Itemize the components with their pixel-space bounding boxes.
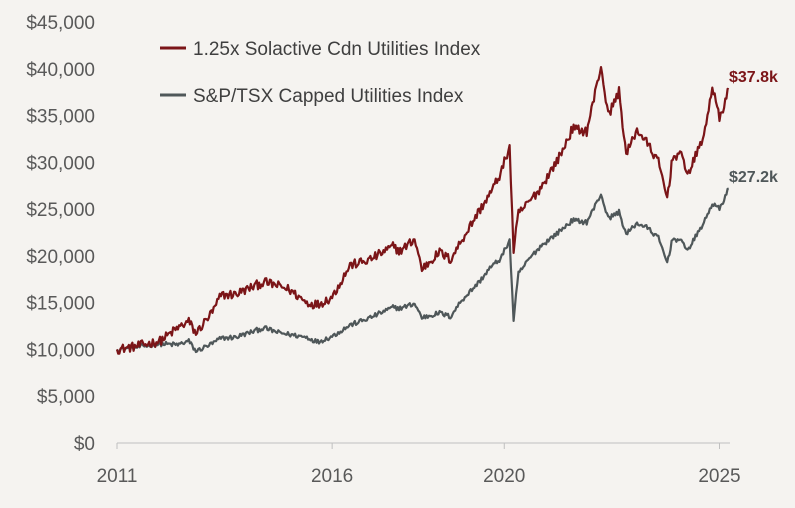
y-tick-label: $25,000 <box>26 200 95 221</box>
legend-label-tsx: S&P/TSX Capped Utilities Index <box>193 86 464 107</box>
x-axis: 2011 2016 2020 2025 <box>97 442 741 487</box>
series-line-1 <box>116 187 730 354</box>
y-axis: $0 $5,000 $10,000 $15,000 $20,000 $25,000 $30,… <box>26 13 95 455</box>
end-label-tsx: $27.2k <box>729 169 778 186</box>
y-tick-label: $10,000 <box>26 340 95 361</box>
legend: 1.25x Solactive Cdn Utilities Index S&P/… <box>160 39 481 107</box>
x-tick-label: 2025 <box>698 466 740 487</box>
y-tick-label: $35,000 <box>26 107 95 128</box>
series-line-0 <box>115 65 730 355</box>
end-label-solactive: $37.8k <box>729 69 778 86</box>
legend-label-solactive: 1.25x Solactive Cdn Utilities Index <box>193 39 481 60</box>
x-tick-label: 2011 <box>97 466 138 487</box>
y-tick-label: $40,000 <box>26 60 95 81</box>
y-tick-label: $30,000 <box>26 153 95 174</box>
y-tick-label: $20,000 <box>26 247 95 268</box>
series-layer <box>115 65 730 355</box>
x-tick-label: 2020 <box>483 466 525 487</box>
x-tick-label: 2016 <box>311 466 353 487</box>
y-tick-label: $15,000 <box>26 294 95 315</box>
y-tick-label: $45,000 <box>26 13 95 34</box>
y-tick-label: $0 <box>74 434 95 455</box>
y-tick-label: $5,000 <box>37 387 95 408</box>
